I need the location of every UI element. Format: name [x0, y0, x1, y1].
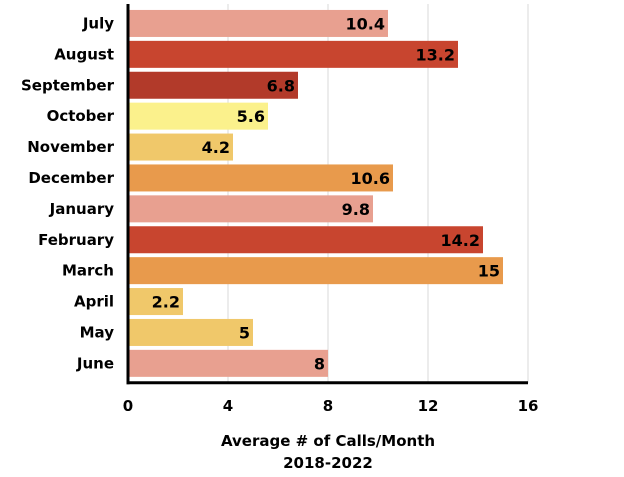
- bar: [128, 40, 458, 68]
- category-label: February: [38, 231, 114, 249]
- value-label: 10.6: [351, 169, 390, 188]
- bars: [128, 9, 503, 377]
- bar: [128, 318, 253, 346]
- value-label: 4.2: [202, 138, 230, 157]
- category-label: October: [47, 107, 115, 125]
- bar: [128, 288, 183, 316]
- bar: [128, 226, 483, 254]
- x-tick-label: 4: [223, 397, 233, 415]
- category-label: January: [49, 200, 115, 218]
- bar: [128, 71, 298, 99]
- bar: [128, 9, 388, 37]
- value-label: 5: [239, 323, 250, 342]
- bar: [128, 195, 373, 223]
- value-label: 14.2: [441, 231, 480, 250]
- bar: [128, 164, 393, 192]
- category-label: September: [21, 76, 115, 94]
- x-tick-labels: 0 4 8 12 16: [123, 397, 539, 415]
- value-label: 2.2: [152, 293, 180, 312]
- category-label: June: [76, 354, 114, 372]
- value-label: 8: [314, 354, 325, 373]
- value-labels: 10.4 13.2 6.85.6 4.2 10.6 9.8 14.2 15 2.2 5 8: [152, 14, 500, 373]
- x-tick-label: 0: [123, 397, 133, 415]
- x-tick-label: 12: [418, 397, 439, 415]
- bar: [128, 133, 233, 161]
- bar: [128, 257, 503, 285]
- category-labels: July August September October November Decemb…: [21, 14, 115, 372]
- value-label: 5.6: [237, 107, 265, 126]
- bar: [128, 349, 328, 377]
- bar: [128, 102, 268, 130]
- x-tick-label: 8: [323, 397, 333, 415]
- category-label: July: [82, 14, 114, 32]
- x-axis-title: Average # of Calls/Month: [221, 432, 435, 450]
- x-tick-label: 16: [518, 397, 539, 415]
- category-label: December: [28, 169, 114, 187]
- category-label: March: [62, 262, 114, 280]
- category-label: April: [74, 293, 114, 311]
- value-label: 15: [478, 262, 500, 281]
- value-label: 6.8: [267, 76, 295, 95]
- value-label: 10.4: [346, 14, 385, 33]
- category-label: May: [80, 323, 115, 341]
- category-label: November: [27, 138, 114, 156]
- x-axis-subtitle: 2018-2022: [283, 454, 373, 472]
- value-label: 13.2: [416, 45, 455, 64]
- value-label: 9.8: [342, 200, 370, 219]
- category-label: August: [54, 45, 114, 63]
